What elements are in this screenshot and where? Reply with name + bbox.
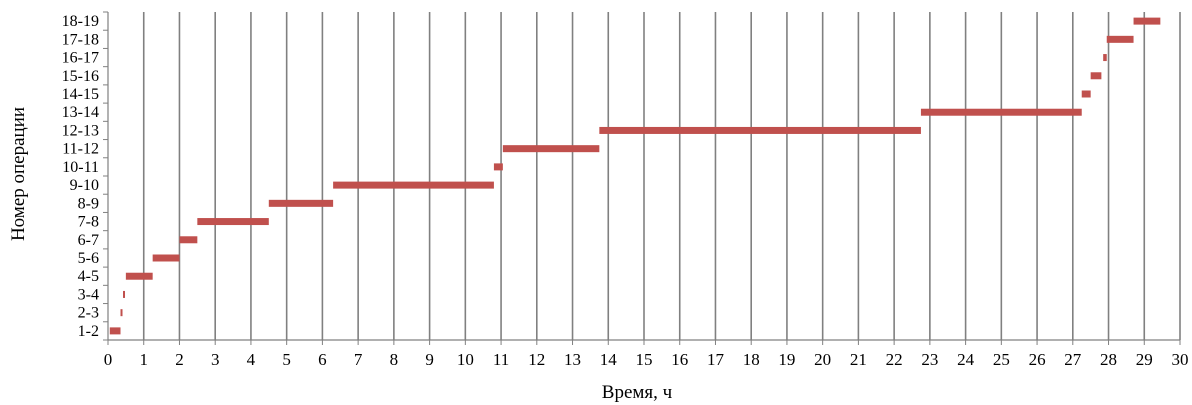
x-axis-label: Время, ч [602,382,673,403]
x-tick-label: 21 [850,350,867,369]
bar-9-10 [333,181,494,189]
y-tick-label: 16-17 [62,50,99,67]
x-tick-label: 16 [671,350,688,369]
y-tick-label: 7-8 [78,214,99,231]
x-tick-label: 26 [1029,350,1046,369]
bar-16-17 [1103,54,1107,62]
x-tick-label: 0 [104,350,113,369]
x-tick-label: 25 [993,350,1010,369]
bar-6-7 [179,236,198,244]
y-tick-label: 2-3 [78,305,99,322]
bar-10-11 [493,163,503,171]
x-tick-label: 29 [1136,350,1153,369]
y-tick-label: 13-14 [62,104,99,121]
x-tick-label: 20 [814,350,831,369]
x-tick-label: 28 [1100,350,1117,369]
bar-5-6 [152,254,180,262]
x-tick-label: 1 [139,350,148,369]
x-tick-label: 5 [282,350,291,369]
y-tick-label: 14-15 [62,86,99,103]
x-tick-label: 8 [390,350,399,369]
bar-2-3 [120,309,123,317]
x-tick-label: 30 [1172,350,1189,369]
x-tick-label: 27 [1064,350,1082,369]
axes [103,11,1181,345]
bar-1-2 [109,327,121,335]
bar-18-19 [1133,17,1161,25]
x-tick-label: 15 [636,350,653,369]
x-tick-label: 9 [425,350,434,369]
x-tick-label: 23 [921,350,938,369]
bar-4-5 [125,272,153,280]
bar-11-12 [502,145,600,153]
bar-8-9 [268,199,334,207]
x-tick-label: 19 [778,350,795,369]
y-tick-label: 12-13 [62,122,99,139]
x-tick-label: 14 [600,350,618,369]
x-tick-label: 18 [743,350,760,369]
y-tick-label: 18-19 [62,13,99,30]
x-tick-label: 12 [528,350,545,369]
x-tick-labels: 0 1 2 3 4 5 6 7 8 9 10 11 12 13 14 15 16 17 18 19 20 21 22 23 24… [104,350,1189,369]
x-tick-label: 3 [211,350,220,369]
bar-14-15 [1081,90,1091,98]
x-tick-label: 6 [318,350,327,369]
y-tick-label: 3-4 [78,286,99,303]
y-tick-label: 11-12 [62,141,99,158]
x-tick-label: 2 [175,350,184,369]
y-tick-label: 4-5 [78,268,99,285]
grid-lines [142,12,1181,340]
x-tick-label: 11 [493,350,509,369]
y-tick-label: 17-18 [62,31,99,48]
bar-7-8 [197,218,269,226]
bar-17-18 [1106,35,1134,43]
bars [109,17,1161,335]
x-tick-label: 7 [354,350,363,369]
y-tick-label: 15-16 [62,68,99,85]
y-tick-label: 6-7 [78,232,99,249]
x-tick-label: 22 [886,350,903,369]
bar-13-14 [920,108,1082,116]
y-tick-label: 10-11 [62,159,99,176]
y-axis-label: Номер операции [8,107,29,241]
x-tick-label: 10 [457,350,474,369]
x-tick-label: 24 [957,350,975,369]
y-tick-label: 1-2 [78,323,99,340]
bar-12-13 [599,126,921,134]
y-tick-label: 8-9 [78,195,99,212]
x-tick-label: 13 [564,350,581,369]
y-tick-label: 5-6 [78,250,99,267]
x-tick-label: 17 [707,350,725,369]
bar-3-4 [123,290,126,298]
x-tick-label: 4 [247,350,256,369]
y-tick-label: 9-10 [70,177,99,194]
bar-15-16 [1090,72,1102,80]
